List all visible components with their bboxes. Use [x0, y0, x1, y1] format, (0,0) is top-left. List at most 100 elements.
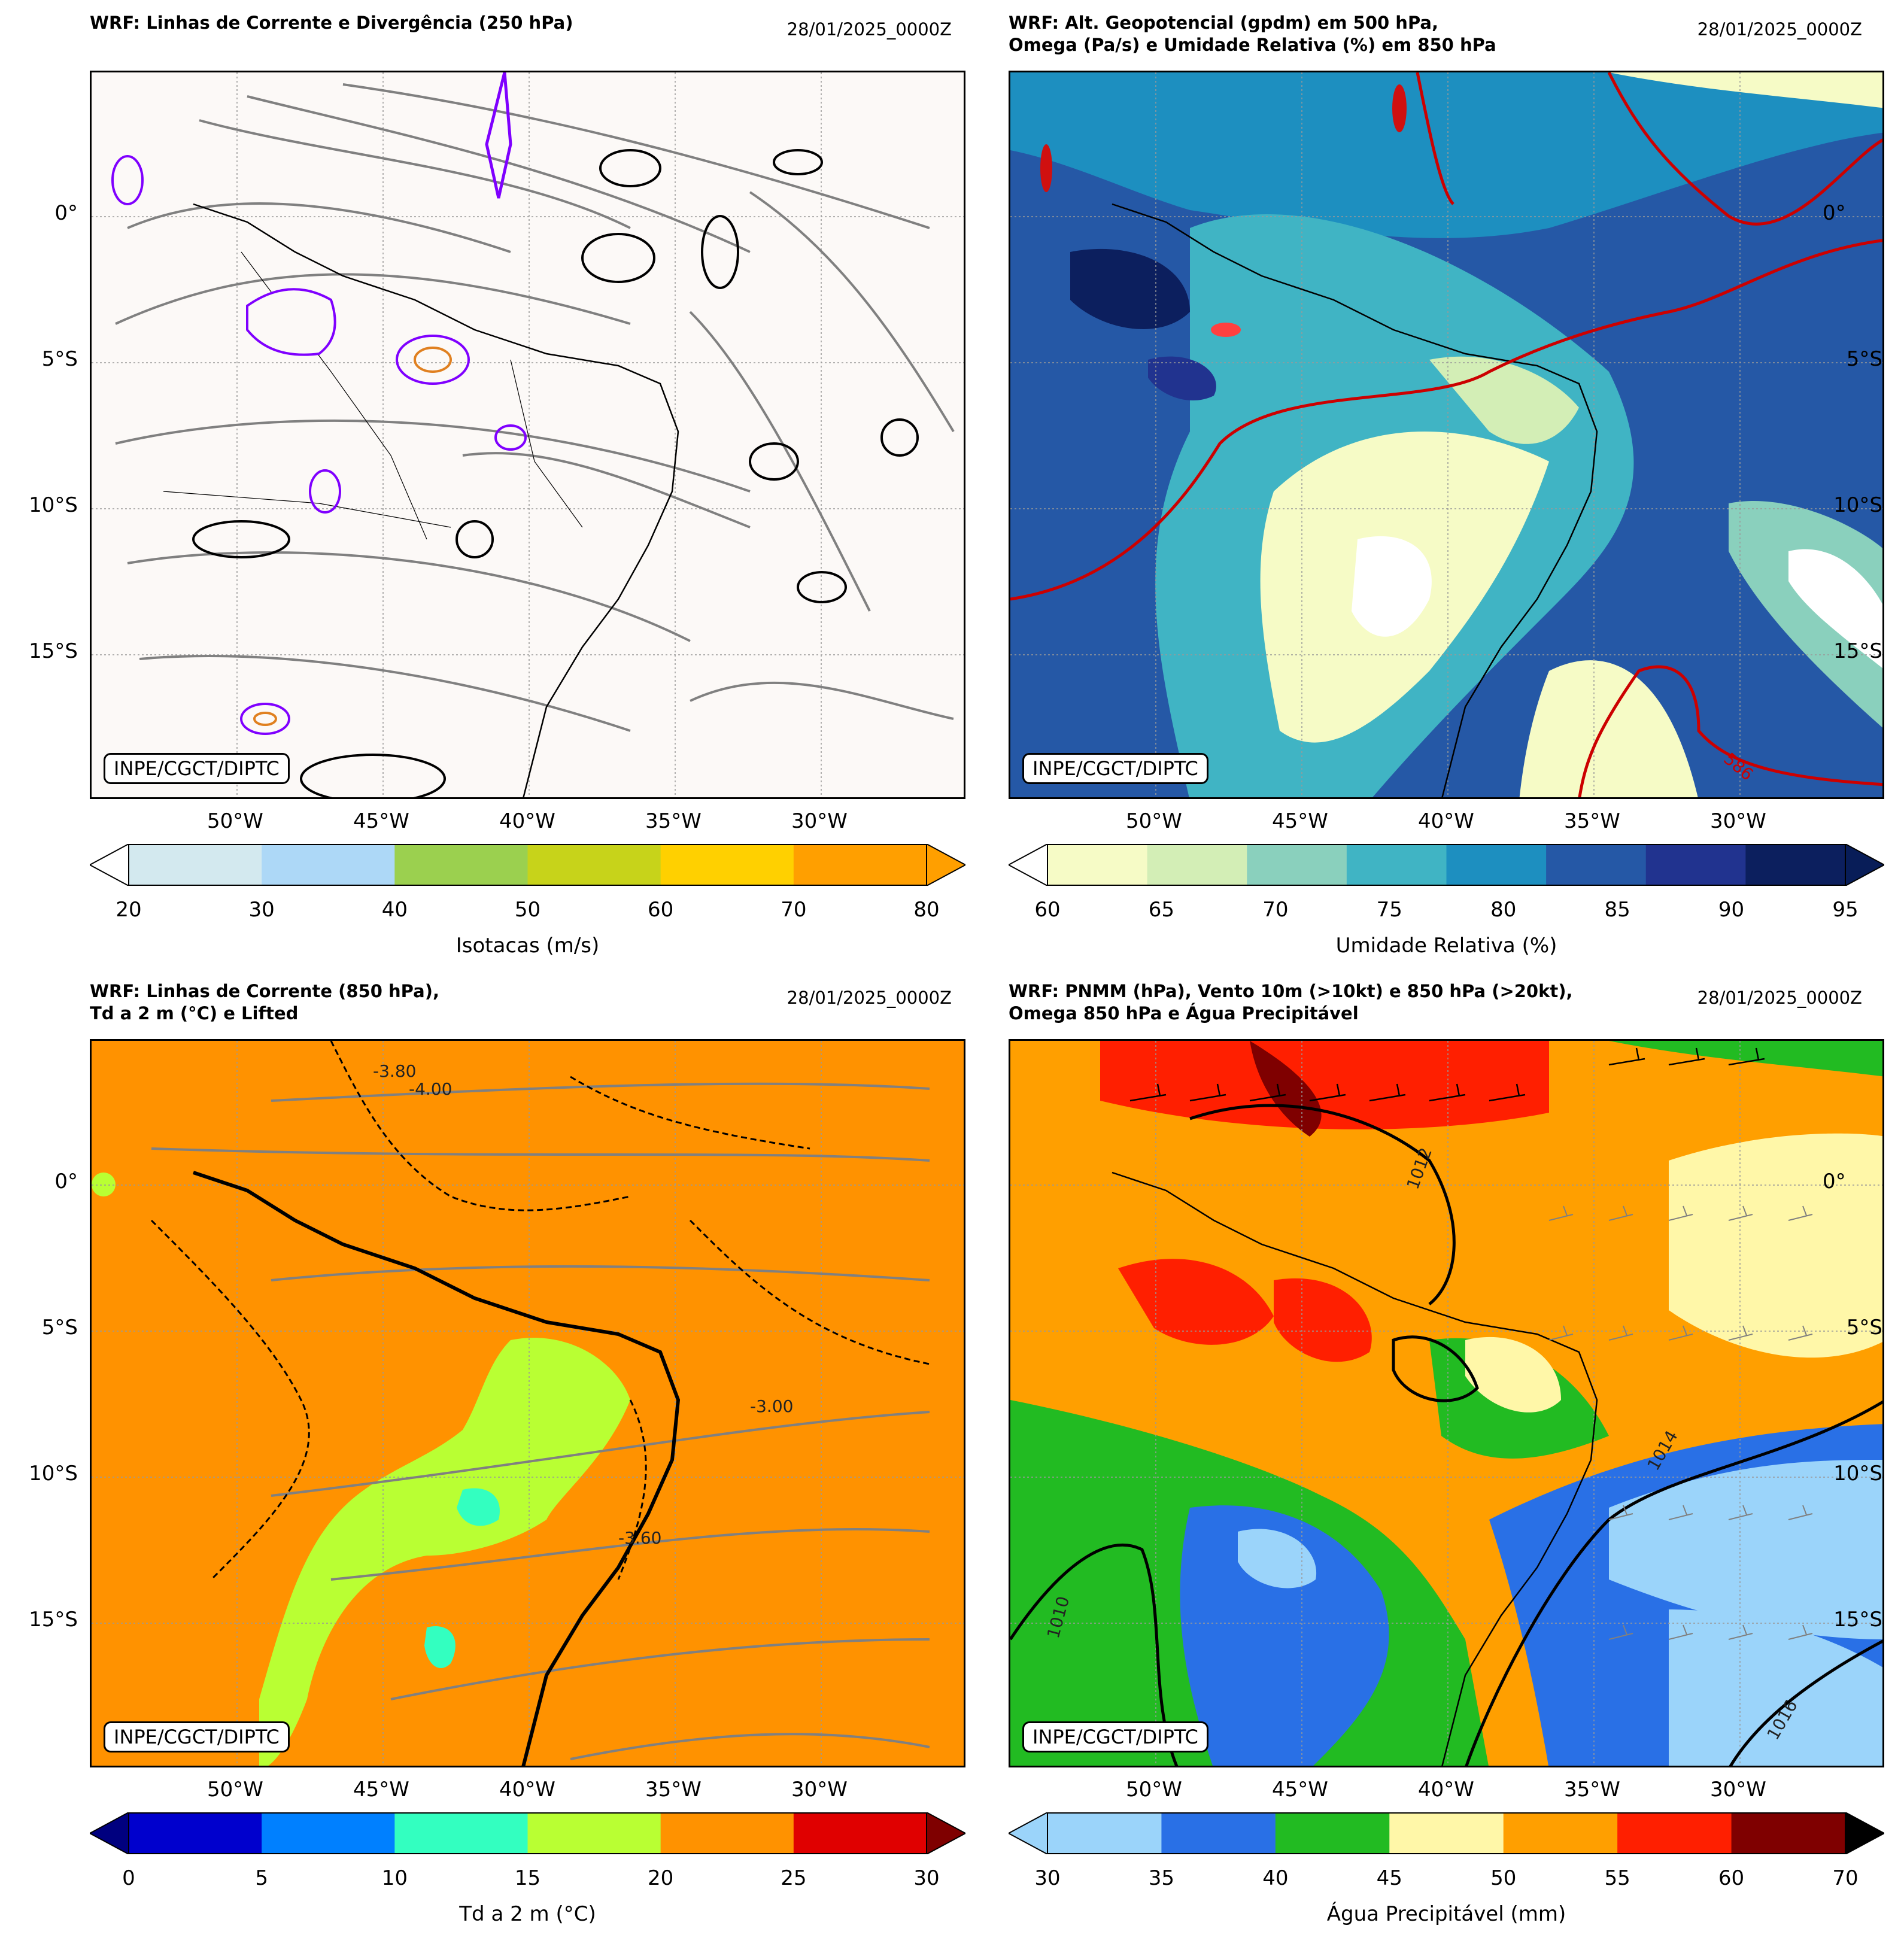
map-area[interactable]: 1012 1014 1016 1010 INPE/CGCT/DIPTC	[1009, 1039, 1884, 1767]
panel-geopotential-omega-rh: WRF: Alt. Geopotencial (gpdm) em 500 hPa…	[919, 0, 1904, 976]
colorbar-segment	[793, 1812, 927, 1854]
lon-label: 35°W	[1564, 1778, 1620, 1802]
colorbar-over-arrow	[1845, 844, 1884, 886]
panel-title: WRF: Linhas de Corrente (850 hPa), Td a …	[90, 981, 439, 1023]
panel-title: WRF: PNMM (hPa), Vento 10m (>10kt) e 850…	[1009, 981, 1573, 1023]
lat-label: 10°S	[1833, 1462, 1882, 1486]
map-area[interactable]: -4.00 -3.80 -3.00 -3.60 INPE/CGCT/DIPTC	[90, 1039, 965, 1767]
panel-pnmm-wind-precipitable-water: WRF: PNMM (hPa), Vento 10m (>10kt) e 850…	[919, 968, 1904, 1945]
panel-date: 28/01/2025_0000Z	[786, 19, 952, 40]
colorbar-segment	[262, 1812, 395, 1854]
colorbar-tick-label: 30	[1034, 1866, 1061, 1890]
lon-label: 50°W	[1126, 1778, 1182, 1802]
colorbar-tick-label: 60	[1034, 898, 1061, 922]
lat-label: 10°S	[29, 1462, 78, 1486]
lat-label: 15°S	[1833, 1608, 1882, 1632]
colorbar-segment	[527, 844, 661, 886]
panel-title: WRF: Alt. Geopotencial (gpdm) em 500 hPa…	[1009, 13, 1496, 55]
colorbar-segment	[1617, 1812, 1732, 1854]
colorbar-tick-label: 60	[1718, 1866, 1745, 1890]
colorbar-segment	[1161, 1812, 1276, 1854]
colorbar-segment	[1047, 844, 1148, 886]
colorbar-label: Água Precipitável (mm)	[1326, 1902, 1566, 1926]
colorbar-tick-label: 10	[381, 1866, 408, 1890]
lon-label: 35°W	[645, 809, 702, 833]
lon-label: 30°W	[791, 1778, 848, 1802]
colorbar-label: Td a 2 m (°C)	[459, 1902, 596, 1926]
colorbar-label: Umidade Relativa (%)	[1335, 934, 1557, 958]
map-area[interactable]: INPE/CGCT/DIPTC	[90, 71, 965, 799]
colorbar	[1009, 1812, 1884, 1854]
lat-label: 15°S	[29, 639, 78, 663]
colorbar-segment	[1645, 844, 1746, 886]
colorbar-segment	[1731, 1812, 1846, 1854]
contour-label: -3.00	[750, 1396, 793, 1416]
lat-label: 15°S	[1833, 639, 1882, 663]
colorbar-frame	[1047, 1812, 1846, 1854]
map-area[interactable]: 586 INPE/CGCT/DIPTC	[1009, 71, 1884, 799]
colorbar-segment	[1389, 1812, 1504, 1854]
colorbar	[1009, 844, 1884, 886]
colorbar-segment	[394, 844, 528, 886]
lon-label: 45°W	[1272, 809, 1328, 833]
contour-label: -3.80	[373, 1061, 416, 1081]
lat-label: 0°	[54, 201, 78, 225]
colorbar-segment	[527, 1812, 661, 1854]
lon-label: 35°W	[645, 1778, 702, 1802]
lon-label: 45°W	[353, 809, 409, 833]
colorbar-tick-label: 40	[1262, 1866, 1289, 1890]
contour-label: -4.00	[409, 1079, 452, 1099]
colorbar-under-arrow	[1009, 1812, 1048, 1854]
colorbar-tick-label: 60	[648, 898, 674, 922]
colorbar-tick-label: 45	[1376, 1866, 1402, 1890]
lat-label: 5°S	[41, 1316, 78, 1340]
credit-label: INPE/CGCT/DIPTC	[104, 753, 290, 784]
lon-label: 40°W	[1418, 1778, 1474, 1802]
colorbar-frame	[128, 844, 927, 886]
lon-label: 50°W	[207, 809, 263, 833]
lon-label: 30°W	[1710, 809, 1766, 833]
colorbar	[90, 844, 965, 886]
lon-label: 45°W	[353, 1778, 409, 1802]
colorbar-segment	[1446, 844, 1547, 886]
colorbar-tick-label: 90	[1718, 898, 1745, 922]
colorbar-segment	[1546, 844, 1647, 886]
colorbar-segment	[1147, 844, 1247, 886]
colorbar-frame	[1047, 844, 1846, 886]
credit-label: INPE/CGCT/DIPTC	[1022, 753, 1208, 784]
colorbar-tick-label: 20	[648, 1866, 674, 1890]
lon-label: 30°W	[791, 809, 848, 833]
panel-date: 28/01/2025_0000Z	[786, 988, 952, 1008]
lon-label: 50°W	[1126, 809, 1182, 833]
colorbar-segment	[262, 844, 395, 886]
colorbar-tick-label: 65	[1148, 898, 1175, 922]
colorbar-tick-label: 85	[1604, 898, 1630, 922]
colorbar-under-arrow	[90, 844, 129, 886]
colorbar-tick-label: 70	[781, 898, 807, 922]
colorbar-tick-label: 70	[1262, 898, 1289, 922]
lon-label: 40°W	[499, 1778, 555, 1802]
colorbar-tick-label: 95	[1832, 898, 1859, 922]
colorbar-segment	[660, 844, 794, 886]
lon-label: 30°W	[1710, 1778, 1766, 1802]
lat-label: 5°S	[41, 347, 78, 371]
colorbar-tick-label: 25	[781, 1866, 807, 1890]
panel-date: 28/01/2025_0000Z	[1697, 19, 1862, 40]
colorbar-tick-label: 55	[1604, 1866, 1630, 1890]
colorbar-tick-label: 80	[1490, 898, 1517, 922]
colorbar-tick-label: 35	[1148, 1866, 1175, 1890]
lat-label: 15°S	[29, 1608, 78, 1632]
colorbar-tick-label: 20	[116, 898, 142, 922]
colorbar-tick-label: 70	[1832, 1866, 1859, 1890]
lon-label: 45°W	[1272, 1778, 1328, 1802]
lon-label: 50°W	[207, 1778, 263, 1802]
panel-streamlines-850hpa-td: WRF: Linhas de Corrente (850 hPa), Td a …	[0, 968, 965, 1945]
colorbar-frame	[128, 1812, 927, 1854]
lat-label: 10°S	[1833, 493, 1882, 517]
lat-label: 0°	[1823, 201, 1846, 225]
colorbar-tick-label: 30	[248, 898, 275, 922]
colorbar-segment	[1503, 1812, 1618, 1854]
colorbar-tick-label: 0	[122, 1866, 135, 1890]
colorbar-under-arrow	[90, 1812, 129, 1854]
lat-label: 0°	[1823, 1170, 1846, 1193]
